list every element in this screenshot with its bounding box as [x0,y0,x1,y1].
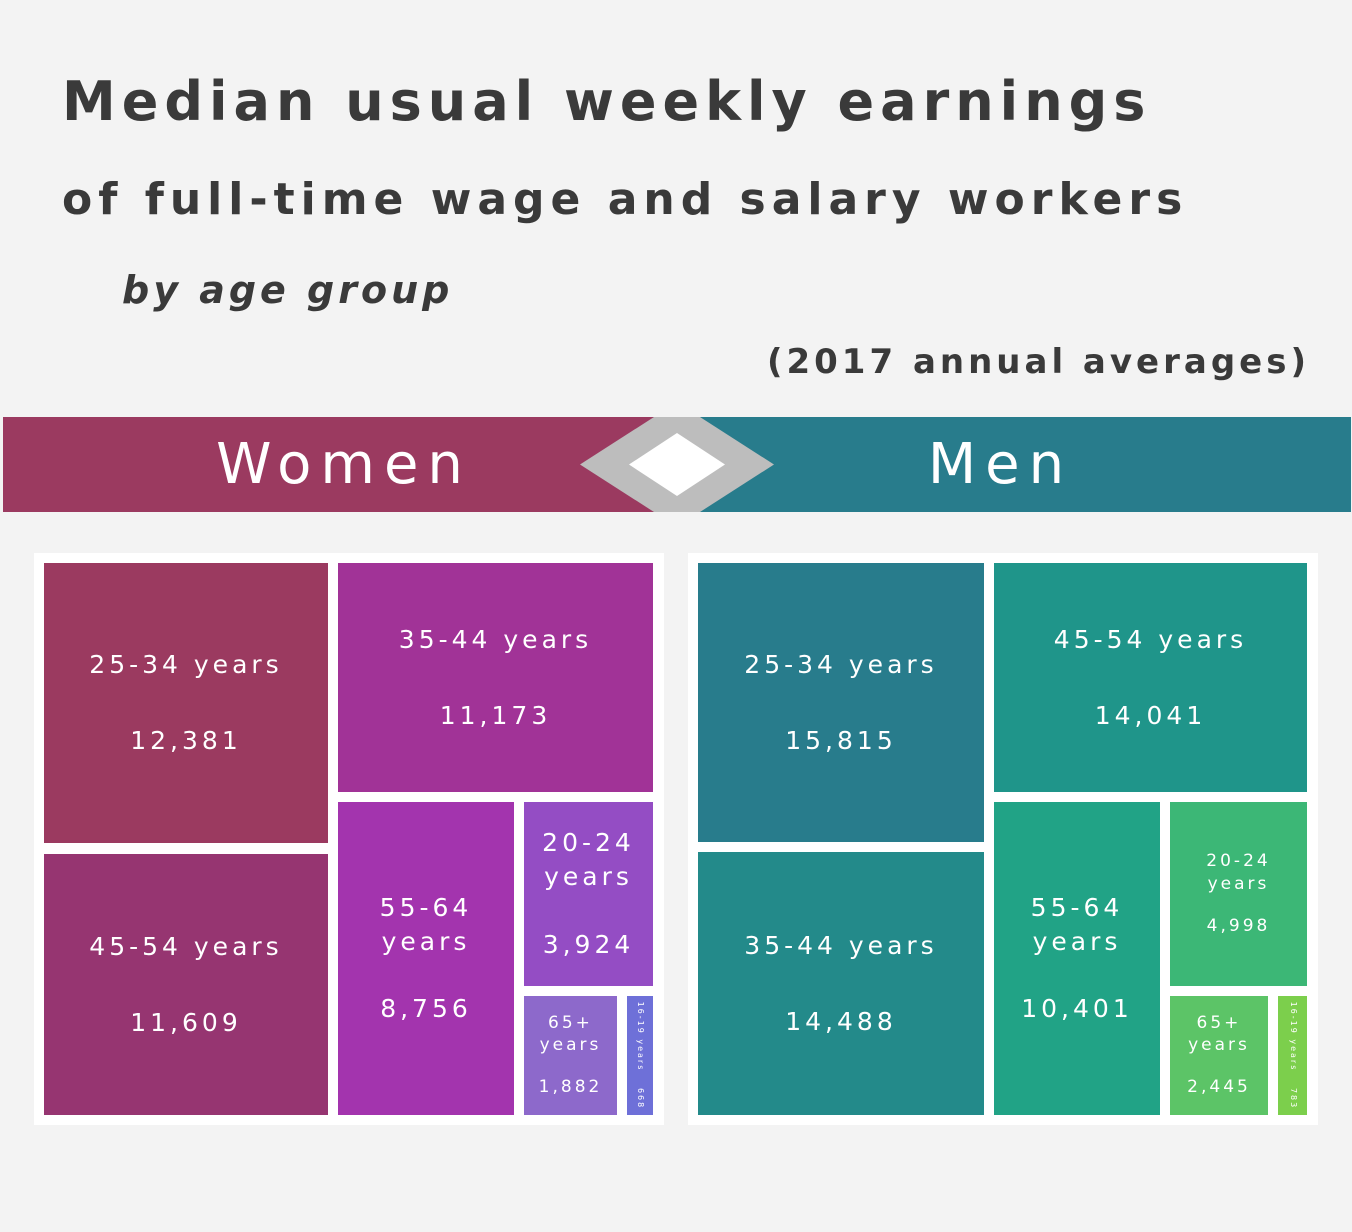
chart-title-line3: by age group [122,268,454,312]
tile-label: 35-44 years [744,930,938,960]
tile-label: 25-34 years [744,649,938,679]
tile-value: 2,445 [1187,1077,1251,1098]
tile-value: 14,041 [1094,700,1207,730]
tile-value: 10,401 [1021,994,1133,1024]
men-tile-16-19: 16-19 years 783 [1278,996,1307,1115]
women-tile-20-24: 20-24 years 3,924 [524,802,653,986]
women-header: Women [3,417,665,512]
tile-value: 4,998 [1206,915,1271,936]
tile-label: 16-19 years [1288,1001,1298,1072]
tile-label: 35-44 years [398,624,593,654]
men-tile-55-64: 55-64 years 10,401 [994,802,1160,1115]
tile-value: 1,882 [538,1077,603,1098]
women-tile-16-19: 16-19 years 668 [627,996,653,1115]
women-treemap: 25-34 years 12,381 45-54 years 11,609 35… [34,553,664,1125]
men-tile-35-44: 35-44 years 14,488 [698,852,984,1115]
women-tile-55-64: 55-64 years 8,756 [338,802,514,1115]
chart-title-line2: of full-time wage and salary workers [62,174,1189,225]
tile-value: 668 [636,1088,646,1110]
tile-value: 11,173 [439,700,552,730]
tile-label: 20-24 years [542,828,635,892]
men-tile-20-24: 20-24 years 4,998 [1170,802,1307,986]
tile-label: 45-54 years [1053,624,1248,654]
tile-value: 3,924 [542,929,635,959]
tile-value: 15,815 [785,725,897,755]
tile-label: 16-19 years [636,1001,646,1072]
women-tile-65-plus: 65+ years 1,882 [524,996,617,1115]
chart-subtitle: (2017 annual averages) [766,342,1310,382]
tile-label: 45-54 years [89,931,283,961]
men-header-label: Men [927,432,1074,497]
tile-label: 20-24 years [1206,851,1271,894]
tile-value: 8,756 [380,994,472,1024]
men-treemap: 25-34 years 15,815 35-44 years 14,488 45… [688,553,1318,1125]
chart-title: Median usual weekly earnings [62,70,1152,133]
women-header-label: Women [216,432,472,497]
men-tile-65-plus: 65+ years 2,445 [1170,996,1268,1115]
tile-label: 55-64 years [1030,892,1124,956]
diamond-divider-icon [580,417,774,512]
men-tile-45-54: 45-54 years 14,041 [994,563,1307,792]
tile-label: 65+ years [1188,1012,1250,1056]
tile-label: 25-34 years [89,650,283,680]
men-header: Men [690,417,1351,512]
tile-label: 65+ years [539,1012,602,1056]
women-tile-35-44: 35-44 years 11,173 [338,563,653,792]
tile-value: 11,609 [130,1007,242,1037]
tile-label: 55-64 years [379,892,473,956]
women-tile-45-54: 45-54 years 11,609 [44,854,328,1115]
tile-value: 783 [1288,1088,1298,1110]
tile-value: 14,488 [785,1006,897,1036]
women-tile-25-34: 25-34 years 12,381 [44,563,328,843]
men-tile-25-34: 25-34 years 15,815 [698,563,984,842]
tile-value: 12,381 [130,726,242,755]
